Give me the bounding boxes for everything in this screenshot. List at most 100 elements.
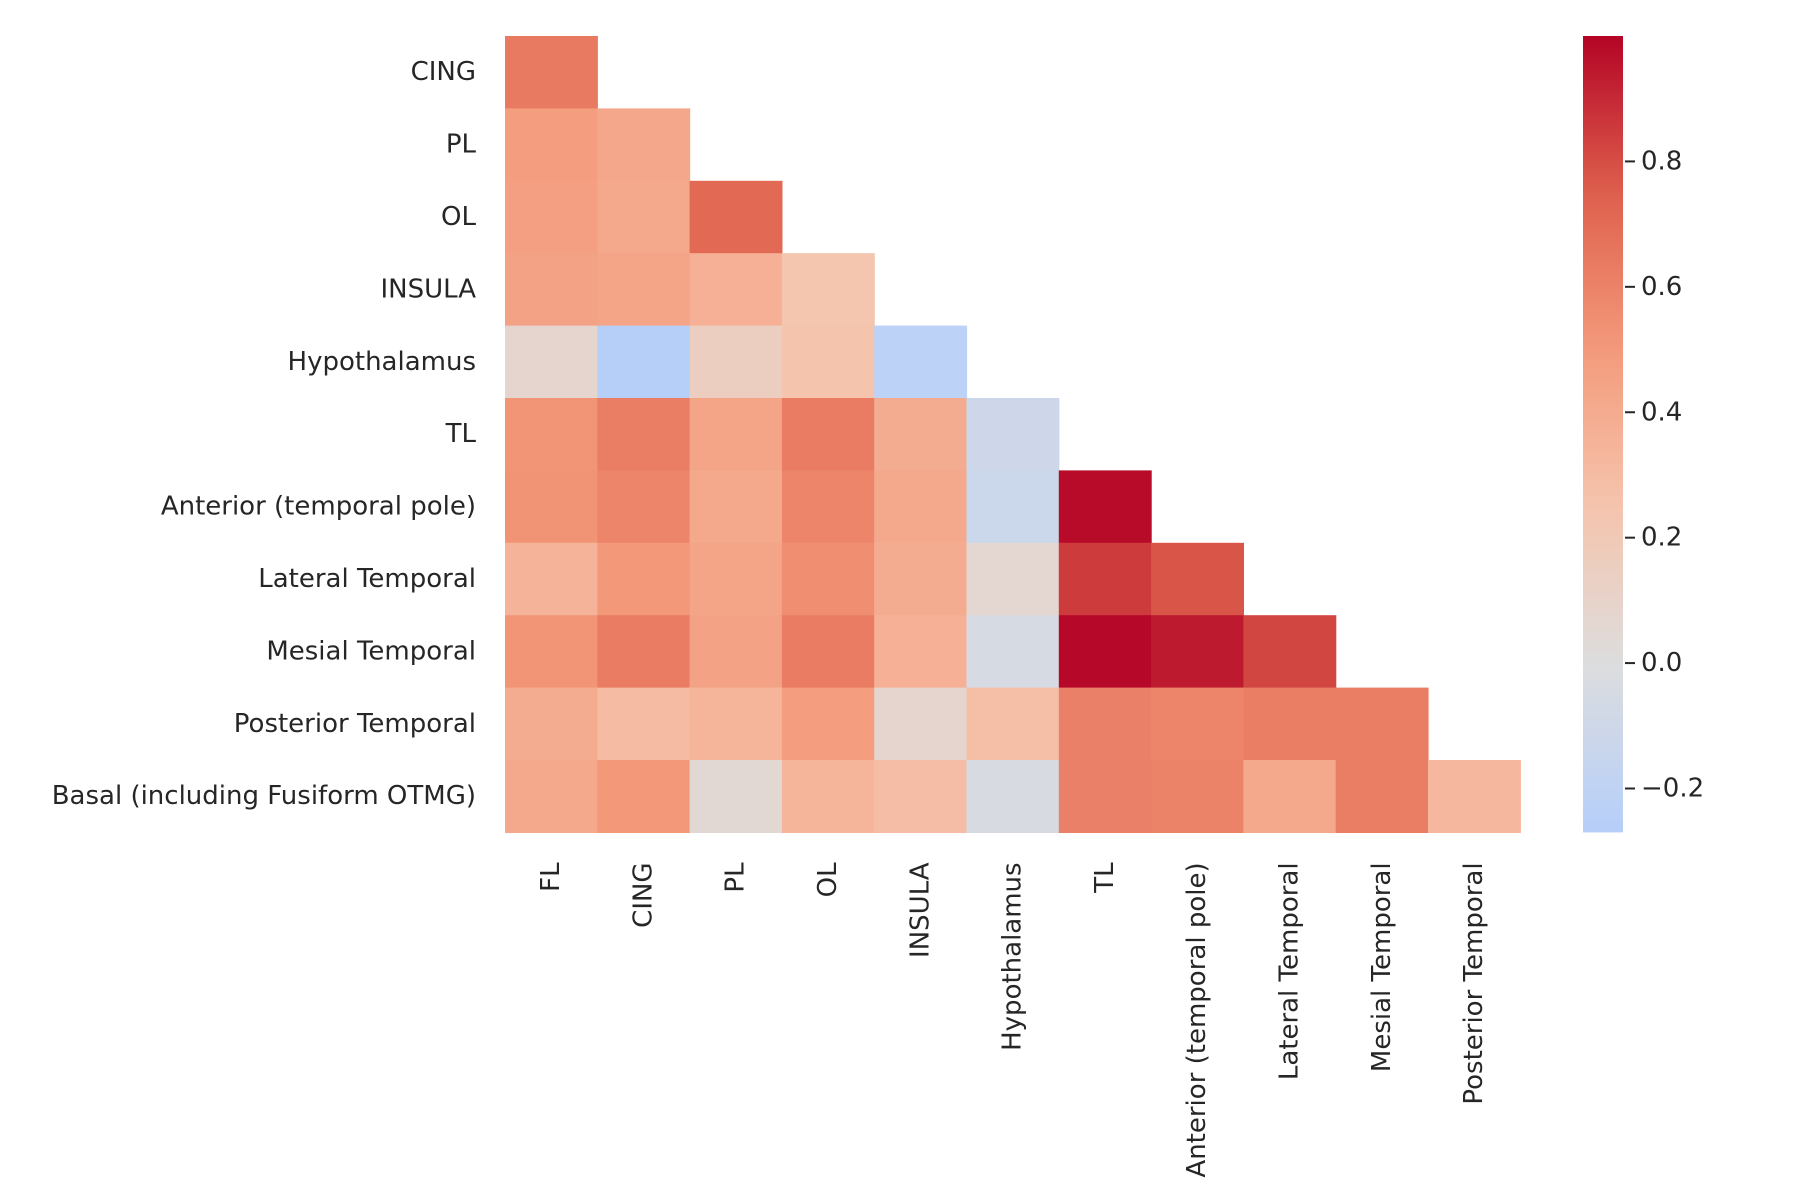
heatmap-cell xyxy=(781,542,875,616)
y-tick-labels: CING PL OL INSULA Hypothalamus TL Anterior (te… xyxy=(52,57,477,811)
heatmap-cell xyxy=(1151,760,1244,833)
colorbar-tick-label: −0.2 xyxy=(1641,774,1704,804)
y-tick-label: Hypothalamus xyxy=(288,347,476,377)
colorbar-bar xyxy=(1583,36,1623,833)
heatmap-cell xyxy=(966,542,1060,616)
heatmap-cell xyxy=(781,615,875,689)
heatmap-cell xyxy=(1058,615,1152,689)
x-tick-label: Mesial Temporal xyxy=(1367,862,1397,1072)
heatmap-cell xyxy=(874,325,968,399)
heatmap-cell xyxy=(597,542,691,616)
x-tick-label: OL xyxy=(813,862,843,897)
heatmap-cell xyxy=(1058,687,1152,761)
heatmap-cell xyxy=(1151,615,1244,689)
heatmap-cell xyxy=(874,760,968,833)
colorbar-tick-label: 0.0 xyxy=(1641,648,1682,678)
heatmap-cell xyxy=(781,253,875,327)
heatmap-cell xyxy=(781,760,875,833)
colorbar-tick-label: 0.6 xyxy=(1641,272,1682,302)
heatmap-cells xyxy=(505,36,1521,833)
x-tick-label: Lateral Temporal xyxy=(1275,862,1305,1080)
heatmap-cell xyxy=(505,760,598,833)
heatmap-cell xyxy=(1428,760,1521,833)
heatmap-cell xyxy=(781,325,875,399)
heatmap-cell xyxy=(1058,760,1152,833)
heatmap-cell xyxy=(505,542,598,616)
y-tick-label: CING xyxy=(411,57,476,87)
heatmap-cell xyxy=(689,687,783,761)
heatmap-cell xyxy=(1243,760,1337,833)
x-tick-labels: FL CING PL OL INSULA Hypothalamus TL Anterior (… xyxy=(536,862,1489,1178)
heatmap-cell xyxy=(1151,542,1244,616)
heatmap-cell xyxy=(689,325,783,399)
heatmap-cell xyxy=(874,470,968,544)
heatmap-cell xyxy=(505,108,598,182)
colorbar-tick-label: 0.8 xyxy=(1641,146,1682,176)
x-tick-label: TL xyxy=(1090,862,1120,894)
heatmap-cell xyxy=(1335,760,1429,833)
heatmap-cell xyxy=(966,398,1060,471)
heatmap-cell xyxy=(874,542,968,616)
heatmap-cell xyxy=(966,470,1060,544)
heatmap-cell xyxy=(781,398,875,471)
y-tick-label: OL xyxy=(441,202,476,232)
heatmap-cell xyxy=(597,470,691,544)
heatmap-cell xyxy=(966,615,1060,689)
heatmap-cell xyxy=(597,687,691,761)
x-tick-label: Hypothalamus xyxy=(998,862,1028,1050)
heatmap-cell xyxy=(597,108,691,182)
heatmap-cell xyxy=(1151,687,1244,761)
x-tick-label: CING xyxy=(628,862,658,927)
colorbar-tick-label: 0.4 xyxy=(1641,397,1682,427)
x-tick-label: Posterior Temporal xyxy=(1459,862,1489,1104)
heatmap-cell xyxy=(505,470,598,544)
x-tick-label: Anterior (temporal pole) xyxy=(1182,862,1212,1177)
heatmap-cell xyxy=(689,180,783,254)
heatmap-cell xyxy=(505,36,598,109)
heatmap-cell xyxy=(781,470,875,544)
heatmap-cell xyxy=(597,615,691,689)
heatmap-cell xyxy=(1335,687,1429,761)
y-tick-label: Anterior (temporal pole) xyxy=(161,492,476,522)
heatmap-cell xyxy=(597,325,691,399)
heatmap-cell xyxy=(689,615,783,689)
y-tick-label: PL xyxy=(446,130,477,160)
y-tick-label: Posterior Temporal xyxy=(234,709,476,739)
heatmap-cell xyxy=(689,470,783,544)
heatmap-cell xyxy=(874,615,968,689)
heatmap-cell xyxy=(1058,542,1152,616)
heatmap-cell xyxy=(966,760,1060,833)
y-tick-label: Lateral Temporal xyxy=(258,564,476,594)
heatmap-cell xyxy=(597,398,691,471)
heatmap-cell xyxy=(689,542,783,616)
heatmap-cell xyxy=(505,180,598,254)
x-tick-label: INSULA xyxy=(905,862,935,958)
heatmap-cell xyxy=(1058,470,1152,544)
heatmap-cell xyxy=(505,687,598,761)
heatmap-cell xyxy=(505,398,598,471)
colorbar: −0.2 0.0 0.2 0.4 0.6 0.8 xyxy=(1583,36,1704,833)
heatmap-cell xyxy=(781,687,875,761)
y-tick-label: Basal (including Fusiform OTMG) xyxy=(52,781,476,811)
y-tick-label: INSULA xyxy=(380,274,476,304)
colorbar-tick-label: 0.2 xyxy=(1641,523,1682,553)
heatmap-cell xyxy=(689,253,783,327)
heatmap-cell xyxy=(505,615,598,689)
heatmap-cell xyxy=(597,760,691,833)
heatmap-cell xyxy=(874,398,968,471)
heatmap-cell xyxy=(597,180,691,254)
heatmap-cell xyxy=(505,325,598,399)
heatmap-cell xyxy=(1243,615,1337,689)
heatmap-cell xyxy=(689,398,783,471)
x-tick-label: PL xyxy=(721,862,751,893)
heatmap-cell xyxy=(597,253,691,327)
y-tick-label: Mesial Temporal xyxy=(266,636,476,666)
heatmap-cell xyxy=(874,687,968,761)
heatmap-cell xyxy=(689,760,783,833)
y-tick-label: TL xyxy=(445,419,477,449)
heatmap-cell xyxy=(505,253,598,327)
x-tick-label: FL xyxy=(536,862,566,892)
heatmap-cell xyxy=(966,687,1060,761)
